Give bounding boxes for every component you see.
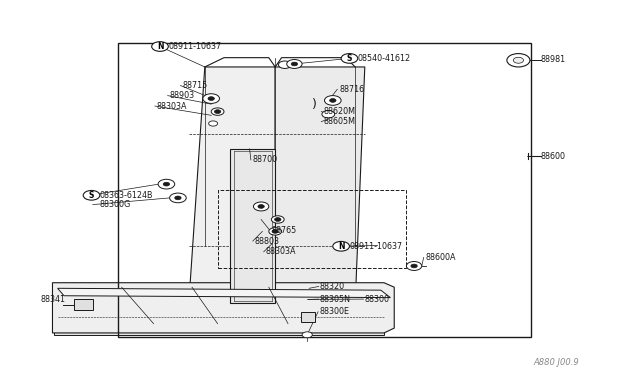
- Circle shape: [330, 99, 336, 102]
- Circle shape: [170, 193, 186, 203]
- Circle shape: [253, 202, 269, 211]
- Circle shape: [302, 332, 312, 338]
- Text: A880 J00.9: A880 J00.9: [534, 358, 580, 367]
- Polygon shape: [58, 288, 390, 298]
- Text: N: N: [157, 42, 163, 51]
- Circle shape: [333, 241, 349, 251]
- Text: 08911-10637: 08911-10637: [349, 242, 403, 251]
- Circle shape: [209, 121, 218, 126]
- Bar: [118, 43, 531, 337]
- Text: 08540-41612: 08540-41612: [358, 54, 411, 63]
- Text: 88341: 88341: [40, 295, 65, 304]
- Polygon shape: [54, 288, 394, 298]
- Circle shape: [272, 230, 278, 233]
- Text: 88600A: 88600A: [426, 253, 456, 262]
- Circle shape: [269, 228, 282, 235]
- Circle shape: [271, 216, 284, 223]
- Text: 88300G: 88300G: [99, 200, 131, 209]
- Text: 88305N: 88305N: [320, 295, 351, 304]
- Text: 88605M: 88605M: [323, 117, 355, 126]
- Circle shape: [291, 62, 298, 66]
- Circle shape: [322, 110, 335, 118]
- Circle shape: [406, 262, 422, 270]
- Text: 08363-6124B: 08363-6124B: [99, 191, 153, 200]
- Circle shape: [258, 205, 264, 208]
- Circle shape: [341, 54, 358, 63]
- Circle shape: [214, 110, 221, 113]
- Circle shape: [163, 182, 170, 186]
- Circle shape: [158, 179, 175, 189]
- Circle shape: [324, 96, 341, 105]
- Bar: [218, 190, 406, 268]
- Text: S: S: [347, 54, 352, 63]
- Text: N: N: [338, 242, 344, 251]
- Polygon shape: [230, 149, 275, 303]
- Text: 88300: 88300: [365, 295, 390, 304]
- Text: 08911-10637: 08911-10637: [168, 42, 221, 51]
- Circle shape: [203, 94, 220, 103]
- Polygon shape: [52, 283, 394, 333]
- Circle shape: [175, 196, 181, 200]
- Text: 88765: 88765: [272, 226, 297, 235]
- Circle shape: [211, 108, 224, 115]
- Circle shape: [513, 57, 524, 63]
- Circle shape: [152, 42, 168, 51]
- Text: 88715: 88715: [182, 81, 207, 90]
- Text: 88320: 88320: [320, 282, 345, 291]
- Circle shape: [208, 97, 214, 100]
- Text: 88700: 88700: [253, 155, 278, 164]
- Circle shape: [83, 190, 100, 200]
- Text: 88620M: 88620M: [323, 107, 355, 116]
- Text: 88903: 88903: [170, 91, 195, 100]
- Text: ): ): [312, 98, 317, 110]
- Text: 88300E: 88300E: [320, 307, 350, 316]
- Polygon shape: [54, 288, 384, 335]
- FancyBboxPatch shape: [301, 312, 315, 322]
- Circle shape: [278, 61, 291, 68]
- Text: S: S: [89, 191, 94, 200]
- Polygon shape: [275, 67, 365, 303]
- Text: 88303A: 88303A: [266, 247, 296, 256]
- Polygon shape: [189, 67, 275, 303]
- Circle shape: [275, 218, 281, 221]
- Text: 88716: 88716: [339, 85, 364, 94]
- Text: 88981: 88981: [541, 55, 566, 64]
- Circle shape: [411, 264, 417, 268]
- FancyBboxPatch shape: [74, 299, 93, 310]
- Text: 88600: 88600: [541, 152, 566, 161]
- Text: 88303A: 88303A: [157, 102, 188, 110]
- Circle shape: [287, 60, 302, 68]
- Circle shape: [507, 54, 530, 67]
- Text: 88803: 88803: [255, 237, 280, 246]
